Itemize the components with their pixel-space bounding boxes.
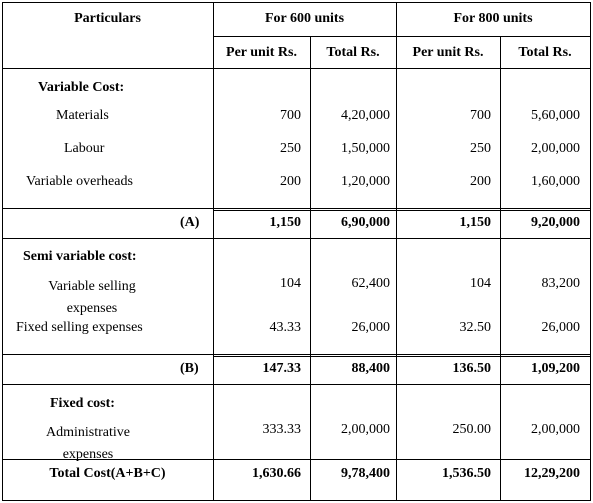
cell-tot800-administrative-expenses: 2,00,000 [531,422,580,437]
header-per-unit-800: Per unit Rs. [412,45,484,60]
cell-tot600-variable-overheads: 1,20,000 [341,174,390,189]
subtotal-pu600-a: 1,150 [269,215,302,230]
total-tot600: 9,78,400 [341,466,390,481]
subtotal-tot600-a: 6,90,000 [341,215,390,230]
rule-group-header [213,36,591,37]
header-total-800: Total Rs. [518,45,572,60]
header-particulars: Particulars [74,11,141,26]
rule-total-top [2,459,591,460]
cell-pu600-variable-selling-expenses: 104 [280,276,301,291]
cell-pu800-labour: 250 [470,141,491,156]
section-heading-fixed-cost: Fixed cost: [50,396,115,411]
header-group-800: For 800 units [453,11,533,26]
subtotal-tot800-b: 1,09,200 [531,361,580,376]
rule-a-top [2,208,591,209]
section-heading-variable-cost: Variable Cost: [38,80,125,95]
subtotal-pu600-b: 147.33 [262,361,302,376]
cell-tot800-variable-selling-expenses: 83,200 [541,276,581,291]
subtotal-label-b: (B) [180,361,199,376]
cell-pu600-variable-overheads: 200 [280,174,301,189]
rule-header-bottom [2,68,591,69]
rule-col-tot800 [500,36,501,501]
cell-pu800-variable-selling-expenses: 104 [470,276,491,291]
cell-pu600-fixed-selling-expenses: 43.33 [269,320,302,335]
rule-top [2,2,591,3]
cell-tot600-materials: 4,20,000 [341,108,390,123]
row-label-fixed-selling-expenses: Fixed selling expenses [16,320,143,335]
cell-pu800-administrative-expenses: 250.00 [452,422,492,437]
cell-tot800-labour: 2,00,000 [531,141,580,156]
cell-tot800-variable-overheads: 1,60,000 [531,174,580,189]
rule-col-group [396,2,397,501]
row-label-variable-overheads: Variable overheads [26,174,133,189]
cell-tot600-fixed-selling-expenses: 26,000 [351,320,391,335]
rule-b-bottom [2,384,591,385]
cell-tot600-labour: 1,50,000 [341,141,390,156]
rule-col-particulars [213,2,214,501]
row-label-materials: Materials [56,108,109,123]
rule-bottom [2,500,591,501]
rule-b-top [2,354,591,355]
row-label-administrative-expenses: Administrative expenses [46,425,130,462]
row-label-labour: Labour [64,141,105,156]
total-tot800: 12,29,200 [524,466,580,481]
cell-pu800-materials: 700 [470,108,491,123]
rule-left [2,2,3,501]
cell-tot800-fixed-selling-expenses: 26,000 [541,320,581,335]
total-cost-label: Total Cost(A+B+C) [49,466,166,481]
section-heading-semi-variable-cost: Semi variable cost: [23,249,137,264]
total-pu800: 1,536.50 [442,466,491,481]
header-group-600: For 600 units [264,11,345,26]
subtotal-pu800-b: 136.50 [452,361,492,376]
cell-pu800-fixed-selling-expenses: 32.50 [459,320,492,335]
subtotal-tot600-b: 88,400 [351,361,391,376]
cell-pu600-materials: 700 [280,108,301,123]
rule-col-tot600 [310,36,311,501]
subtotal-pu800-a: 1,150 [459,215,492,230]
rule-b-top-2 [213,356,591,357]
cell-pu600-labour: 250 [280,141,301,156]
rule-a-top-2 [213,210,591,211]
rule-a-bottom [2,238,591,239]
subtotal-tot800-a: 9,20,000 [531,215,580,230]
cell-tot600-variable-selling-expenses: 62,400 [351,276,391,291]
cell-tot600-administrative-expenses: 2,00,000 [341,422,390,437]
cell-pu600-administrative-expenses: 333.33 [262,422,302,437]
subtotal-label-a: (A) [180,215,200,230]
row-label-variable-selling-expenses: Variable selling expenses [48,279,136,316]
rule-right [590,2,591,501]
cell-pu800-variable-overheads: 200 [470,174,491,189]
header-total-600: Total Rs. [326,45,380,60]
total-pu600: 1,630.66 [252,466,301,481]
header-per-unit-600: Per unit Rs. [226,45,297,60]
cell-tot800-materials: 5,60,000 [531,108,580,123]
